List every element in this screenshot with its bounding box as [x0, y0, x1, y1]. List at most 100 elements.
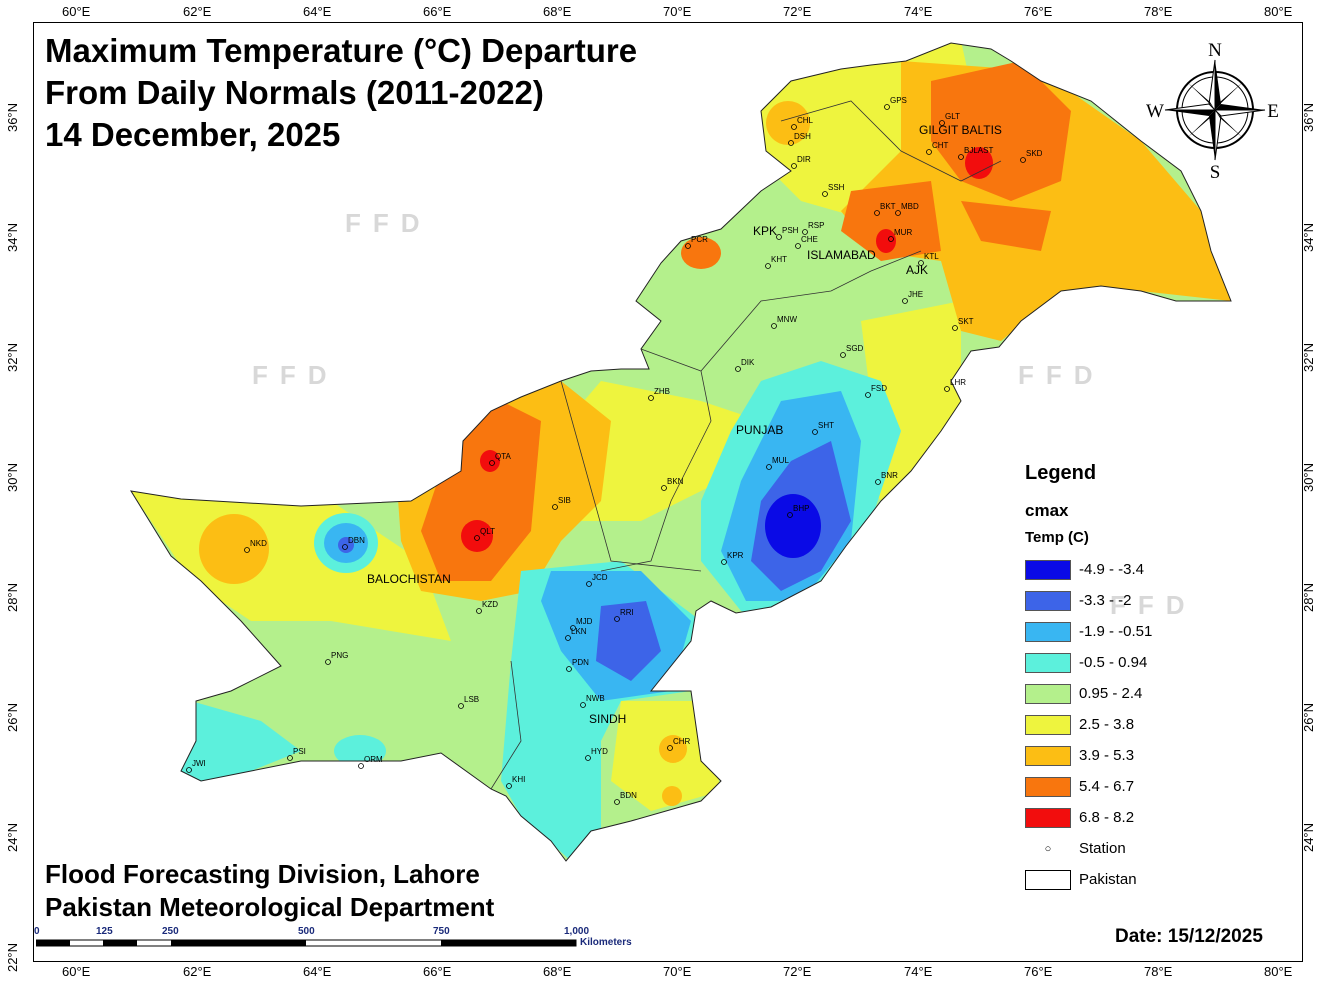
scale-tick: 0: [34, 926, 40, 937]
credit-line: Pakistan Meteorological Department: [45, 892, 495, 922]
legend-classes: -4.9 - -3.4 -3.3 - -2 -1.9 - -0.51 -0.5 - 0…: [1025, 554, 1265, 833]
lon-label: 72°E: [783, 4, 812, 19]
legend-class-row: 2.5 - 3.8: [1025, 709, 1265, 740]
station-label: QLT: [480, 527, 495, 536]
station-label: BKT: [880, 202, 896, 211]
station-marker: [614, 799, 620, 805]
lon-label: 60°E: [62, 4, 91, 19]
station-label: DIK: [741, 358, 755, 367]
station-label: MUR: [894, 228, 912, 237]
lat-label: 22°N: [5, 942, 21, 973]
lat-label: 24°N: [5, 822, 21, 853]
legend-class-label: 6.8 - 8.2: [1079, 809, 1135, 826]
station-label: KTL: [924, 252, 939, 261]
station-marker: [358, 763, 364, 769]
station-marker: [489, 460, 495, 466]
station-marker: [667, 745, 673, 751]
legend-pakistan-label: Pakistan: [1079, 871, 1137, 888]
station-label: DSH: [794, 132, 811, 141]
station-marker: [661, 485, 667, 491]
station-marker: [765, 263, 771, 269]
title-line: From Daily Normals (2011-2022): [45, 74, 544, 111]
lat-label: 30°N: [5, 462, 21, 493]
lat-label: 32°N: [5, 342, 21, 373]
station-label: PCR: [691, 235, 708, 244]
station-marker: [552, 504, 558, 510]
compass-s: S: [1210, 162, 1221, 180]
station-label: KHT: [771, 255, 787, 264]
lon-label: 80°E: [1264, 964, 1293, 979]
lon-label: 68°E: [543, 4, 572, 19]
station-marker: [287, 755, 293, 761]
legend-swatch: [1025, 621, 1071, 642]
lon-label: 76°E: [1024, 4, 1053, 19]
station-marker: [244, 547, 250, 553]
compass-w: W: [1146, 101, 1164, 122]
station-label: PSH: [782, 226, 799, 235]
station-label: PSI: [293, 747, 306, 756]
legend-station-row: ○ Station: [1025, 833, 1265, 864]
station-marker: [342, 544, 348, 550]
station-marker: [580, 702, 586, 708]
region-label: GILGIT BALTIS: [919, 123, 1002, 137]
station-marker: [958, 154, 964, 160]
legend-title: Legend: [1025, 462, 1097, 484]
station-label: QTA: [495, 452, 512, 461]
lat-label: 28°N: [5, 582, 21, 613]
region-label: SINDH: [589, 712, 626, 726]
station-label: SKD: [1026, 149, 1043, 158]
station-label: KHI: [512, 775, 525, 784]
station-marker: [648, 395, 654, 401]
station-marker: [822, 191, 828, 197]
station-label: ORM: [364, 755, 383, 764]
station-marker: [802, 229, 808, 235]
lat-label: 28°N: [1301, 582, 1317, 613]
lon-label: 66°E: [423, 4, 452, 19]
legend-class-row: -3.3 - -2: [1025, 585, 1265, 616]
lon-label: 70°E: [663, 964, 692, 979]
title-line: 14 December, 2025: [45, 116, 341, 153]
scale-tick: 250: [162, 926, 179, 937]
legend-swatch: [1025, 776, 1071, 797]
station-label: BDN: [620, 791, 637, 800]
station-label: DIR: [797, 155, 811, 164]
station-marker: [325, 659, 331, 665]
station-label: KPR: [727, 551, 744, 560]
lon-label: 68°E: [543, 964, 572, 979]
station-label: RSP: [808, 221, 824, 230]
station-label: BJLAST: [964, 146, 993, 155]
station-marker: [865, 392, 871, 398]
legend-class-label: 2.5 - 3.8: [1079, 716, 1135, 733]
legend-class-row: 6.8 - 8.2: [1025, 802, 1265, 833]
legend-class-label: -0.5 - 0.94: [1079, 654, 1148, 671]
watermark: FFD: [345, 208, 432, 238]
region-label: ISLAMABAD: [807, 248, 876, 262]
watermark: FFD: [1110, 590, 1197, 620]
lon-label: 70°E: [663, 4, 692, 19]
lon-label: 64°E: [303, 964, 332, 979]
station-marker: [570, 625, 576, 631]
station-marker: [458, 703, 464, 709]
legend-swatch: [1025, 745, 1071, 766]
station-label: SSH: [828, 183, 845, 192]
legend-station-label: Station: [1079, 840, 1126, 857]
station-marker: [918, 260, 924, 266]
station-marker: [565, 635, 571, 641]
station-marker: [812, 429, 818, 435]
station-label: CHL: [797, 116, 814, 125]
station-label: SHT: [818, 421, 834, 430]
station-label: SIB: [558, 496, 571, 505]
lat-label: 26°N: [5, 702, 21, 733]
station-label: LHR: [950, 378, 966, 387]
station-label: BNR: [881, 471, 898, 480]
lon-label: 72°E: [783, 964, 812, 979]
station-label: BKN: [667, 477, 684, 486]
lat-label: 36°N: [5, 102, 21, 133]
station-label: JCD: [592, 573, 608, 582]
station-marker: [474, 535, 480, 541]
legend-subtitle: Temp (C): [1025, 529, 1089, 546]
station-label: PNG: [331, 651, 348, 660]
scale-unit: Kilometers: [580, 937, 632, 948]
legend-pakistan-row: Pakistan: [1025, 864, 1265, 895]
station-marker: [944, 386, 950, 392]
